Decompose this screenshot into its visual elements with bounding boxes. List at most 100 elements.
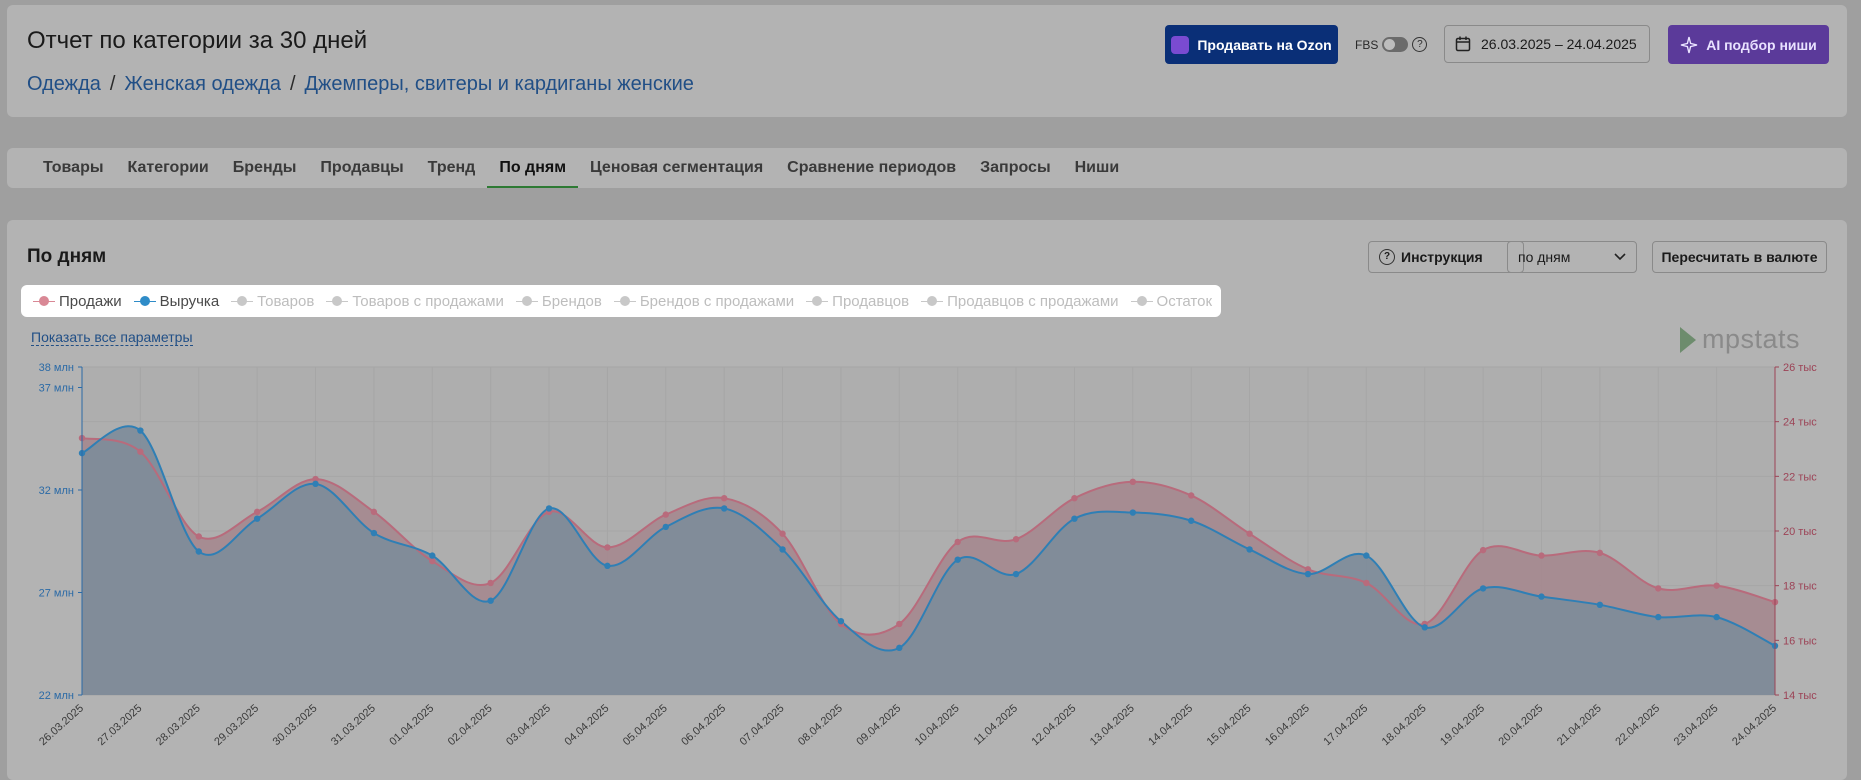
tab-item[interactable]: По дням	[487, 148, 578, 188]
legend-label: Выручка	[159, 292, 220, 310]
fbs-toggle[interactable]	[1382, 37, 1409, 52]
help-icon: ?	[1379, 249, 1395, 265]
y-right-tick-label: 20 тыс	[1783, 526, 1817, 538]
sales-point	[954, 538, 961, 546]
revenue-point	[662, 523, 669, 531]
y-right-tick-label: 24 тыс	[1783, 417, 1817, 429]
ai-niche-button[interactable]: AI подбор ниши	[1668, 25, 1829, 64]
revenue-point	[1012, 570, 1020, 578]
legend-marker-icon	[515, 296, 538, 306]
breadcrumb-item[interactable]: Женская одежда	[124, 73, 281, 95]
convert-currency-label: Пересчитать в валюте	[1661, 249, 1818, 265]
y-right-tick-label: 26 тыс	[1783, 362, 1817, 374]
legend-marker-icon	[326, 296, 349, 306]
x-tick-label: 27.03.2025	[95, 702, 144, 748]
mpstats-logo-icon	[1680, 326, 1696, 353]
legend-label: Продажи	[59, 292, 122, 310]
sales-point	[1538, 552, 1545, 559]
x-tick-label: 28.03.2025	[154, 702, 203, 748]
instruction-button[interactable]: ? Инструкция	[1368, 241, 1524, 273]
legend-label: Брендов	[541, 292, 602, 310]
x-tick-label: 06.04.2025	[679, 702, 728, 748]
x-tick-label: 12.04.2025	[1030, 702, 1079, 748]
legend-label: Продавцов с продажами	[947, 292, 1119, 310]
x-tick-label: 04.04.2025	[562, 702, 611, 748]
ozon-logo-icon	[1171, 35, 1190, 54]
y-left-tick-label: 32 млн	[39, 485, 74, 497]
x-tick-label: 11.04.2025	[972, 702, 1020, 747]
revenue-point	[1713, 613, 1720, 621]
x-tick-label: 09.04.2025	[854, 702, 903, 748]
show-all-params-link[interactable]: Показать все параметры	[31, 329, 193, 346]
x-tick-label: 08.04.2025	[796, 702, 845, 748]
legend-label: Товаров	[257, 292, 315, 310]
x-tick-label: 16.04.2025	[1263, 702, 1312, 748]
tab-item[interactable]: Бренды	[232, 159, 297, 176]
section-title: По дням	[27, 246, 107, 267]
revenue-point	[1655, 613, 1662, 621]
x-tick-label: 03.04.2025	[504, 702, 553, 748]
convert-currency-button[interactable]: Пересчитать в валюте	[1652, 241, 1827, 273]
sales-point	[370, 508, 378, 516]
tab-item[interactable]: Сравнение периодов	[787, 159, 957, 176]
report-header: Отчет по категории за 30 дней Одежда / Жен…	[7, 5, 1847, 117]
legend-marker-icon	[33, 296, 55, 306]
date-range-picker[interactable]: 26.03.2025 – 24.04.2025	[1444, 25, 1650, 63]
period-select[interactable]: по дням	[1507, 241, 1637, 273]
instruction-label: Инструкция	[1401, 249, 1483, 265]
tab-item[interactable]: Ценовая сегментация	[590, 159, 764, 176]
x-tick-label: 21.04.2025	[1555, 702, 1604, 748]
legend-item[interactable]: Продавцов с продажами	[921, 292, 1119, 310]
x-tick-label: 29.03.2025	[212, 702, 261, 748]
legend-item[interactable]: Выручка	[133, 292, 220, 310]
revenue-point	[1071, 515, 1078, 522]
x-tick-label: 24.04.2025	[1730, 702, 1779, 748]
ai-niche-label: AI подбор ниши	[1706, 36, 1817, 53]
x-tick-label: 20.04.2025	[1497, 702, 1546, 748]
legend-item[interactable]: Брендов	[515, 292, 602, 310]
y-right-tick-label: 16 тыс	[1783, 635, 1817, 647]
legend-item[interactable]: Продажи	[33, 293, 122, 310]
tab-item[interactable]: Товары	[43, 159, 104, 176]
revenue-point	[720, 505, 728, 512]
legend-marker-icon	[231, 296, 254, 306]
sales-point	[1071, 495, 1078, 502]
x-tick-label: 22.04.2025	[1613, 702, 1662, 748]
revenue-point	[1538, 593, 1545, 600]
breadcrumb-item[interactable]: Одежда	[27, 73, 101, 95]
tab-item[interactable]: Ниши	[1074, 159, 1120, 176]
tab-item[interactable]: Тренд	[427, 159, 476, 176]
help-icon[interactable]: ?	[1412, 37, 1428, 52]
revenue-point	[779, 546, 786, 553]
revenue-point	[1421, 624, 1428, 631]
breadcrumb-item[interactable]: Джемперы, свитеры и кардиганы женские	[304, 73, 694, 95]
revenue-point	[1479, 585, 1487, 592]
report-tabs: Товары Категории Бренды Продавцы Тренд По дня…	[7, 148, 1847, 188]
tab-item[interactable]: Запросы	[980, 159, 1051, 176]
sales-point	[604, 544, 611, 551]
x-tick-label: 07.04.2025	[738, 702, 787, 748]
chart-legend: Продажи Выручка Товаров Товаров с продажами…	[21, 285, 1221, 317]
chart-panel: По дням ? Инструкция по дням Пересчитать…	[7, 220, 1847, 780]
sales-point	[896, 620, 903, 628]
revenue-point	[312, 480, 319, 488]
tab-item[interactable]: Продавцы	[320, 159, 404, 176]
legend-label: Товаров с продажами	[352, 292, 504, 310]
legend-item[interactable]: Товаров с продажами	[326, 293, 504, 310]
legend-item[interactable]: Остаток	[1130, 293, 1212, 310]
tab-item[interactable]: Категории	[127, 159, 209, 176]
breadcrumb-separator: /	[109, 73, 116, 95]
y-right-tick-label: 14 тыс	[1783, 690, 1817, 702]
legend-item[interactable]: Товаров	[231, 293, 314, 310]
x-tick-label: 19.04.2025	[1438, 702, 1487, 748]
revenue-point	[545, 505, 553, 512]
date-range-value: 26.03.2025 – 24.04.2025	[1481, 36, 1637, 52]
legend-marker-icon	[613, 296, 636, 306]
x-tick-label: 15.04.2025	[1205, 702, 1254, 748]
brand-name: mpstats	[1702, 324, 1801, 354]
legend-item[interactable]: Брендов с продажами	[613, 293, 794, 310]
legend-item[interactable]: Продавцов	[806, 293, 909, 310]
x-tick-label: 17.04.2025	[1321, 702, 1370, 748]
sell-on-ozon-button[interactable]: Продавать на Ozon	[1165, 25, 1338, 64]
x-tick-label: 14.04.2025	[1146, 702, 1195, 748]
